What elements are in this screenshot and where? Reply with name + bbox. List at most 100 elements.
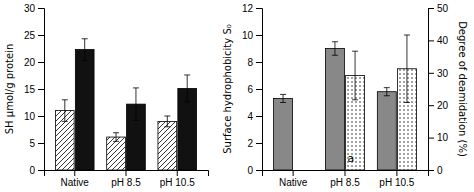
tick: 40 <box>428 35 449 46</box>
axis-line <box>45 171 209 177</box>
bar <box>107 137 126 170</box>
panel: Native pH 8.5 pH 10.5 0 5 10 15 20 25 30 SH μmol/g… <box>4 3 209 188</box>
error-bar <box>113 133 119 142</box>
bar-series <box>55 100 176 170</box>
tick-mark <box>345 170 346 176</box>
tick-label: 30 <box>437 68 449 79</box>
x-axis: Native pH 8.5 pH 10.5 <box>263 170 429 188</box>
tick: 25 <box>24 30 44 41</box>
x-axis: Native pH 8.5 pH 10.5 <box>45 170 209 188</box>
tick-mark <box>428 73 434 74</box>
tick: 20 <box>428 100 449 111</box>
tick-mark <box>177 170 178 176</box>
tick-mark <box>428 8 434 9</box>
tick-mark <box>428 138 434 139</box>
plot-area <box>55 39 196 170</box>
panel: Native pH 8.5 pH 10.5 0 2 4 6 8 10 12 Surface hydr… <box>222 3 468 188</box>
tick-label: pH 8.5 <box>330 177 360 188</box>
tick: 0 <box>428 165 443 176</box>
tick-label: 10 <box>242 30 254 41</box>
tick: 15 <box>24 84 44 95</box>
tick-mark <box>38 170 44 171</box>
tick-mark <box>256 116 262 117</box>
error-bar <box>133 88 139 120</box>
tick: pH 8.5 <box>330 170 360 188</box>
annotation: a <box>348 152 355 165</box>
tick-mark <box>293 170 294 176</box>
tick: 4 <box>247 111 262 122</box>
tick-mark <box>38 62 44 63</box>
tick-mark <box>38 35 44 36</box>
error-bar <box>62 100 68 122</box>
tick-mark <box>126 170 127 176</box>
tick-mark <box>428 105 434 106</box>
tick: 10 <box>24 111 44 122</box>
tick-label: pH 10.5 <box>379 177 414 188</box>
tick-label: Native <box>279 177 308 188</box>
tick-mark <box>256 170 262 171</box>
tick-label: pH 10.5 <box>160 177 195 188</box>
tick: Native <box>279 170 308 188</box>
error-bar <box>280 94 286 102</box>
bar-series <box>75 39 196 170</box>
axis-line <box>263 171 429 177</box>
tick-label: 15 <box>24 84 36 95</box>
tick-mark <box>396 170 397 176</box>
tick-label: 0 <box>247 165 253 176</box>
tick-mark <box>256 62 262 63</box>
error-bar <box>332 42 338 56</box>
error-bar <box>384 88 390 96</box>
tick: 5 <box>29 138 44 149</box>
tick-mark <box>428 170 434 171</box>
tick: 50 <box>428 3 449 14</box>
y-axis: 0 2 4 6 8 10 12 <box>242 3 263 176</box>
y2-axis-title: Degree of deamidation (%) <box>457 21 468 157</box>
tick-mark <box>38 116 44 117</box>
tick: 30 <box>24 3 44 14</box>
error-bar <box>404 35 410 103</box>
bar <box>325 49 344 171</box>
tick-label: 4 <box>247 111 253 122</box>
tick: Native <box>61 170 90 188</box>
tick: 8 <box>247 57 262 68</box>
bar <box>158 121 177 170</box>
axis-line <box>429 9 435 171</box>
tick-label: 8 <box>247 57 253 68</box>
tick: 0 <box>247 165 262 176</box>
y-axis-title: SH μmol/g protein <box>4 44 15 135</box>
axis-line <box>256 9 263 171</box>
error-bar <box>164 116 170 127</box>
tick-mark <box>38 143 44 144</box>
tick-label: 0 <box>437 165 443 176</box>
tick: 12 <box>242 3 262 14</box>
tick: pH 10.5 <box>379 170 414 188</box>
bar <box>377 92 396 170</box>
tick: 2 <box>247 138 262 149</box>
plot-area <box>274 35 417 170</box>
tick-label: 25 <box>24 30 36 41</box>
tick: 0 <box>29 165 44 176</box>
tick-label: pH 8.5 <box>111 177 141 188</box>
y-axis-title: Surface hydrophobicity S₀ <box>222 24 233 153</box>
tick-label: 2 <box>247 138 253 149</box>
bar-series <box>274 42 397 170</box>
tick-label: 50 <box>437 3 449 14</box>
tick-label: 20 <box>437 100 449 111</box>
y-axis: 0 5 10 15 20 25 30 <box>24 3 45 176</box>
error-bar <box>82 39 88 61</box>
tick-mark <box>38 89 44 90</box>
tick: 6 <box>247 84 262 95</box>
tick-label: 10 <box>24 111 36 122</box>
tick-label: 5 <box>29 138 35 149</box>
tick-mark <box>256 35 262 36</box>
tick: 10 <box>428 132 449 143</box>
tick-label: 40 <box>437 35 449 46</box>
bar-series <box>346 35 417 170</box>
tick: 10 <box>242 30 262 41</box>
tick: 20 <box>24 57 44 68</box>
tick-mark <box>256 8 262 9</box>
tick-mark <box>428 40 434 41</box>
tick-label: 10 <box>437 132 449 143</box>
tick: pH 8.5 <box>111 170 141 188</box>
tick-label: 20 <box>24 57 36 68</box>
